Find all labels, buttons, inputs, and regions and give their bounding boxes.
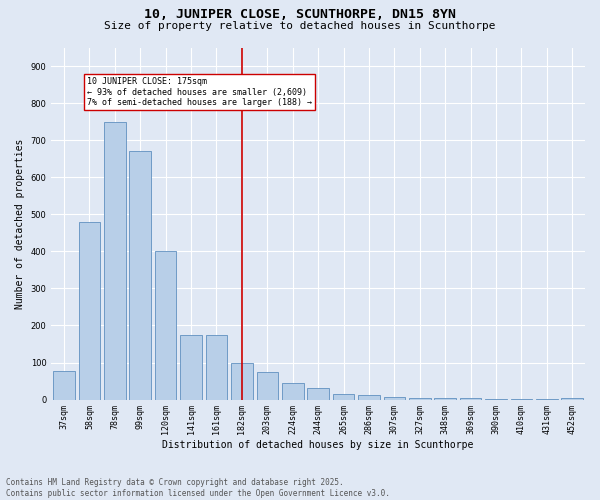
Bar <box>180 334 202 400</box>
Bar <box>130 152 151 400</box>
Bar <box>53 370 75 400</box>
Bar <box>333 394 355 400</box>
Bar <box>307 388 329 400</box>
Bar <box>206 334 227 400</box>
X-axis label: Distribution of detached houses by size in Scunthorpe: Distribution of detached houses by size … <box>163 440 474 450</box>
Bar <box>358 395 380 400</box>
Text: Size of property relative to detached houses in Scunthorpe: Size of property relative to detached ho… <box>104 21 496 31</box>
Bar <box>282 383 304 400</box>
Bar <box>562 398 583 400</box>
Y-axis label: Number of detached properties: Number of detached properties <box>15 138 25 308</box>
Text: 10 JUNIPER CLOSE: 175sqm
← 93% of detached houses are smaller (2,609)
7% of semi: 10 JUNIPER CLOSE: 175sqm ← 93% of detach… <box>87 77 312 107</box>
Bar <box>231 362 253 400</box>
Bar <box>155 252 176 400</box>
Bar <box>485 399 507 400</box>
Bar <box>409 398 431 400</box>
Bar <box>257 372 278 400</box>
Bar <box>460 398 481 400</box>
Text: Contains HM Land Registry data © Crown copyright and database right 2025.
Contai: Contains HM Land Registry data © Crown c… <box>6 478 390 498</box>
Bar <box>383 396 405 400</box>
Text: 10, JUNIPER CLOSE, SCUNTHORPE, DN15 8YN: 10, JUNIPER CLOSE, SCUNTHORPE, DN15 8YN <box>144 8 456 20</box>
Bar <box>434 398 456 400</box>
Bar <box>104 122 125 400</box>
Bar <box>79 222 100 400</box>
